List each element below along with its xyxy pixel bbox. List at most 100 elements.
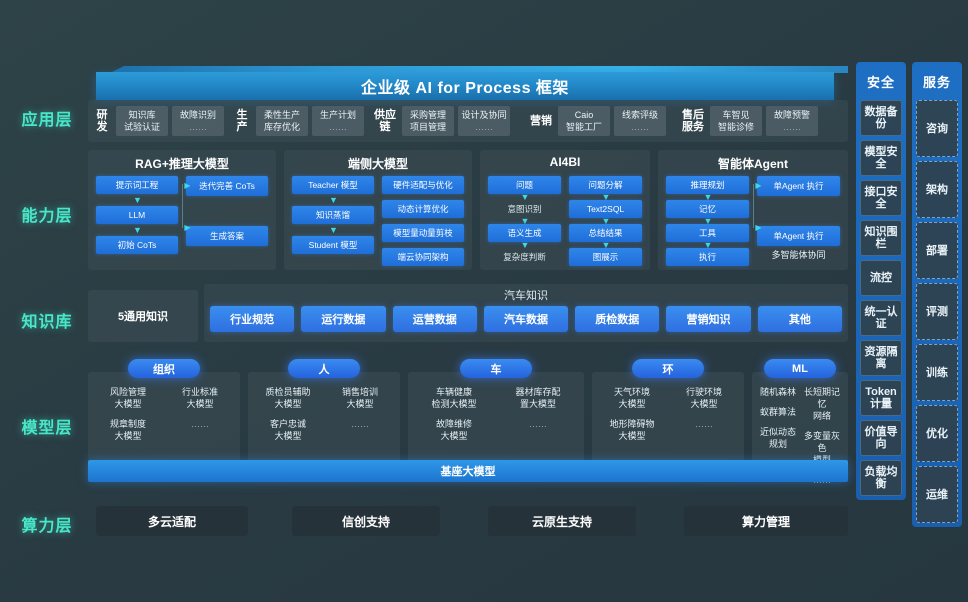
application-group-5[interactable]: 售后服务 车智见 智能诊修 故障预警…… [676,100,836,142]
capability-panel-4[interactable]: 智能体Agent 推理规划 ▼ 记忆 ▼ 工具 ▼ 执行 单Agent 执行 单Agent 执行 ▶… [658,150,848,270]
capability-node[interactable]: 动态计算优化 [382,200,464,218]
rail-item[interactable]: 评测 [916,283,958,340]
application-cell[interactable]: Caio 智能工厂 [558,106,610,136]
application-group-2[interactable]: 生产 柔性生产 库存优化 生产计划…… [228,100,368,142]
rail-item[interactable]: 训练 [916,344,958,401]
capability-node[interactable]: 硬件适配与优化 [382,176,464,194]
capability-node[interactable]: 单Agent 执行 [757,226,840,246]
model-item[interactable]: 风险管理 大模型 [109,387,146,409]
rail-item[interactable]: 负载均衡 [860,460,902,496]
model-group-5[interactable]: ML随机森林蚁群算法近似动态规划长短期记忆网络多变量灰色模型…… [752,359,848,485]
model-item[interactable]: 随机森林 [759,387,796,397]
rail-item[interactable]: 知识围栏 [860,220,902,256]
capability-node[interactable]: 执行 [666,248,749,266]
model-item[interactable]: …… [695,419,713,429]
model-group-pill[interactable]: 环 [632,359,704,378]
application-group-3[interactable]: 供应链 采购管理 项目管理 设计及协同…… [368,100,524,142]
model-item[interactable]: …… [351,419,369,429]
capability-node[interactable]: 知识蒸馏 [292,206,374,224]
compute-item-1[interactable]: 多云适配 [96,506,248,536]
application-cell[interactable]: 设计及协同 …… [458,106,510,136]
capability-node[interactable]: 问题分解 [569,176,642,194]
capability-node[interactable]: 复杂度判断 [503,252,546,262]
capability-panel-3[interactable]: AI4BI 问题 ▼ 意图识别 ▼ 语义生成 ▼ 复杂度判断 问题分解 ▼ Text2SQL ▼ 总结结… [480,150,650,270]
rail-item[interactable]: 模型安全 [860,140,902,176]
application-cell[interactable]: 车智见 智能诊修 [710,106,762,136]
capability-node[interactable]: 工具 [666,224,749,242]
capability-node[interactable]: 模型量动量剪枝 [382,224,464,242]
model-group-1[interactable]: 组织风险管理 大模型 规章制度 大模型 行业标准 大模型 …… [88,359,240,474]
rail-item[interactable]: 数据备份 [860,100,902,136]
capability-node[interactable]: Text2SQL [569,200,642,218]
capability-node[interactable]: 语义生成 [488,224,561,242]
model-group-3[interactable]: 车车辆健康 检测大模型 故障维修 大模型 器材库存配 置大模型 …… [408,359,584,474]
model-item[interactable]: 车辆健康 检测大模型 [431,387,477,409]
capability-node[interactable]: 意图识别 [507,204,542,214]
knowledge-chip[interactable]: 行业规范 [210,306,295,332]
application-group-4[interactable]: 营销 Caio 智能工厂 线索评级 …… [524,100,676,142]
rail-item[interactable]: 统一认证 [860,300,902,336]
capability-node[interactable]: Teacher 模型 [292,176,374,194]
capability-panel-1[interactable]: RAG+推理大模型 提示词工程 ▼ LLM ▼ 初始 CoTs 迭代完善 CoTs 生成答案 ▶… [88,150,276,270]
capability-node[interactable]: 总结结果 [569,224,642,242]
model-group-pill[interactable]: 车 [460,359,532,378]
knowledge-chip[interactable]: 汽车数据 [483,306,569,332]
capability-node[interactable]: LLM [96,206,178,224]
application-cell[interactable]: 知识库 试验认证 [116,106,168,136]
model-item[interactable]: …… [529,419,547,429]
compute-item-2[interactable]: 信创支持 [292,506,440,536]
knowledge-chip[interactable]: 运营数据 [392,306,477,332]
model-item[interactable]: 蚁群算法 [759,407,796,417]
rail-item[interactable]: Token 计量 [860,380,902,416]
rail-item[interactable]: 接口安全 [860,180,902,216]
capability-node[interactable]: 图展示 [569,248,642,266]
knowledge-chip[interactable]: 运行数据 [301,306,386,332]
rail-item[interactable]: 流控 [860,260,902,296]
model-item[interactable]: 地形障碍物 大模型 [609,419,655,441]
compute-item-4[interactable]: 算力管理 [684,506,848,536]
model-item[interactable]: 器材库存配 置大模型 [515,387,561,409]
model-item[interactable]: 客户忠诚 大模型 [269,419,306,441]
capability-node[interactable]: 问题 [488,176,561,194]
model-item[interactable]: …… [191,419,209,429]
model-group-pill[interactable]: ML [764,359,836,378]
model-item[interactable]: 质检员辅助 大模型 [265,387,311,409]
model-group-2[interactable]: 人质检员辅助 大模型 客户忠诚 大模型 销售培训 大模型 …… [248,359,400,474]
knowledge-chip[interactable]: 质检数据 [575,306,660,332]
rail-item[interactable]: 资源隔离 [860,340,902,376]
capability-panel-2[interactable]: 端侧大模型 Teacher 模型 ▼ 知识蒸馏 ▼ Student 模型 硬件适配与优化 动态… [284,150,472,270]
capability-node[interactable]: 推理规划 [666,176,749,194]
rail-item[interactable]: 运维 [916,466,958,523]
application-cell[interactable]: 线索评级 …… [614,106,666,136]
application-cell[interactable]: 故障预警 …… [766,106,818,136]
capability-node[interactable]: 生成答案 [186,226,268,246]
knowledge-chip[interactable]: 营销知识 [666,306,751,332]
capability-node[interactable]: 迭代完善 CoTs [186,176,268,196]
knowledge-chip[interactable]: 其他 [757,306,842,332]
model-item[interactable]: 故障维修 大模型 [435,419,472,441]
capability-node[interactable]: 端云协同架构 [382,248,464,266]
model-item[interactable]: 长短期记忆 网络 [803,387,840,421]
model-item[interactable]: 天气环境 大模型 [613,387,650,409]
rail-item[interactable]: 架构 [916,161,958,218]
application-group-1[interactable]: 研发 知识库 试验认证 故障识别…… [88,100,228,142]
model-item[interactable]: 近似动态 规划 [759,427,796,449]
capability-node[interactable]: 初始 CoTs [96,236,178,254]
model-item[interactable]: 规章制度 大模型 [109,419,146,441]
rail-item[interactable]: 咨询 [916,100,958,157]
compute-item-3[interactable]: 云原生支持 [488,506,636,536]
capability-node[interactable]: 单Agent 执行 [757,176,840,196]
model-item[interactable]: 行业标准 大模型 [181,387,218,409]
capability-node[interactable]: 提示词工程 [96,176,178,194]
model-item[interactable]: 行驶环境 大模型 [685,387,722,409]
model-group-4[interactable]: 环天气环境 大模型 地形障碍物 大模型 行驶环境 大模型 …… [592,359,744,474]
rail-item[interactable]: 优化 [916,405,958,462]
rail-item[interactable]: 价值导向 [860,420,902,456]
capability-node[interactable]: Student 模型 [292,236,374,254]
model-group-pill[interactable]: 人 [288,359,360,378]
rail-item[interactable]: 部署 [916,222,958,279]
application-cell[interactable]: 柔性生产 库存优化 [256,106,308,136]
model-group-pill[interactable]: 组织 [128,359,200,378]
application-cell[interactable]: 生产计划 …… [312,106,364,136]
model-item[interactable]: 销售培训 大模型 [341,387,378,409]
